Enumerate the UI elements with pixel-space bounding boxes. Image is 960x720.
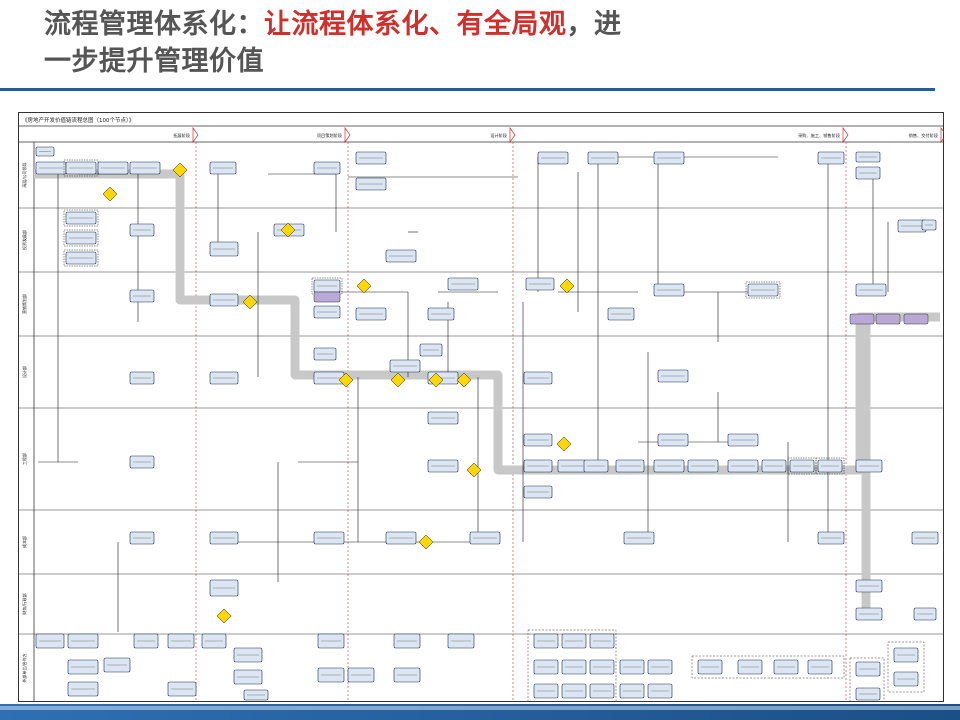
footer-group-outline (849, 657, 885, 702)
diagram-text: 《房地产开发价值链流程总图（100个节点）》拓展阶段 项目策划阶段 设计阶段 采购、施… (21, 116, 939, 683)
decision-diamond (242, 294, 258, 310)
decision-diamond (356, 278, 372, 294)
title-divider (0, 88, 935, 91)
phase-label: 设计阶段 (490, 132, 508, 139)
lane-label: 财务/行政部 (21, 593, 27, 614)
decision-diamond (102, 186, 118, 202)
lane-label: 工程部 (21, 453, 27, 465)
lane-label: 高层/公司领导 (21, 162, 27, 187)
phase-arrow (344, 126, 351, 144)
decision-diamond (559, 278, 575, 294)
footer-bar (0, 704, 960, 720)
slide-title: 流程管理体系化：让流程体系化、有全局观，进 一步提升管理价值 (44, 6, 924, 80)
highlight-box (875, 313, 901, 325)
decision-diamond (390, 372, 406, 388)
lane-label: 投资发展部 (21, 230, 27, 250)
decision-diamond (556, 436, 572, 452)
box-group-outline (815, 457, 845, 475)
title-part-3: ，进 (566, 9, 622, 40)
lane-label: 成本部 (21, 536, 27, 548)
decision-diamond (418, 534, 434, 550)
title-line-2: 一步提升管理价值 (44, 46, 264, 77)
phase-label: 拓展阶段 (173, 132, 191, 139)
connector-lines (38, 156, 889, 632)
decision-diamond (338, 372, 354, 388)
diagram-outline (18, 112, 944, 702)
process-flow-diagram: 《房地产开发价值链流程总图（100个节点）》拓展阶段 项目策划阶段 设计阶段 采购、施… (18, 112, 944, 702)
footer-group-outline (887, 641, 925, 693)
footer-group-outline (527, 629, 617, 702)
diagram-header: 《房地产开发价值链流程总图（100个节点）》 (22, 116, 134, 124)
phase-arrow (842, 126, 849, 144)
lane-label: 设计部 (21, 366, 27, 378)
highlight-box (313, 291, 341, 303)
decision-diamond (216, 608, 232, 624)
title-highlight: 让流程体系化、有全局观 (264, 9, 567, 40)
process-boxes (35, 146, 939, 702)
lane-label: 外部单位/合作方 (21, 653, 27, 682)
title-part-1: 流程管理体系化： (44, 9, 264, 40)
decision-diamond (456, 372, 472, 388)
highlight-box (849, 313, 875, 325)
lane-label: 营销策划部 (21, 294, 27, 314)
diagram-frame (18, 112, 944, 702)
decision-diamond (280, 222, 296, 238)
decision-diamond (428, 372, 444, 388)
decision-diamond (466, 462, 482, 478)
footer-group-outline (691, 655, 845, 679)
phase-arrow (940, 126, 944, 144)
phase-label: 采购、施工、销售阶段 (798, 132, 841, 139)
decision-diamond (172, 162, 188, 178)
phase-label: 项目策划阶段 (317, 132, 343, 139)
phase-arrow (509, 126, 516, 144)
phase-arrow (192, 126, 199, 144)
highlight-box (903, 313, 929, 325)
phase-label: 销售、交付阶段 (909, 132, 939, 139)
